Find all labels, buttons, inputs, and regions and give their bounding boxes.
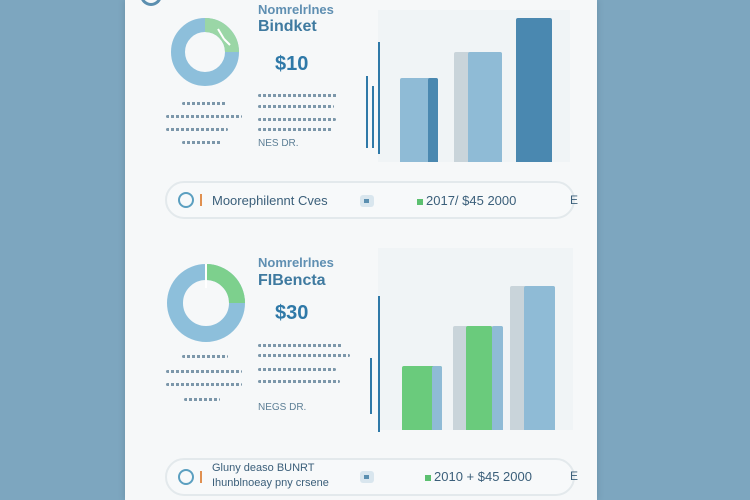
chart-bar xyxy=(466,326,492,430)
detail-line xyxy=(258,368,336,371)
detail-caption: NES DR. xyxy=(258,138,299,149)
axis-tick xyxy=(366,76,368,148)
chart-bar-shade xyxy=(428,78,438,162)
detail-caption: NEGS DR. xyxy=(258,402,307,413)
detail-line xyxy=(258,94,338,97)
chart-bar xyxy=(468,52,502,162)
bar-chart xyxy=(378,248,573,430)
detail-line xyxy=(258,354,350,357)
summary-label: Moorephilennt Cves xyxy=(212,193,328,208)
chart-bar-shade xyxy=(492,326,503,430)
status-dot-icon xyxy=(425,475,431,481)
detail-line xyxy=(258,105,334,108)
bar-chart xyxy=(378,10,570,162)
chart-bar-shade xyxy=(432,366,442,430)
separator xyxy=(200,194,202,206)
donut-chart-icon xyxy=(171,18,239,86)
end-mark: E xyxy=(570,469,579,483)
legend-line xyxy=(166,370,242,373)
summary-value: 2017/ $45 2000 xyxy=(426,193,517,208)
calendar-icon[interactable] xyxy=(360,471,374,483)
legend-line xyxy=(166,115,242,118)
legend-line xyxy=(182,355,228,358)
location-icon xyxy=(178,192,194,208)
detail-line xyxy=(258,118,336,121)
separator xyxy=(200,471,202,483)
legend-line xyxy=(166,128,228,131)
legend-line xyxy=(182,141,222,144)
axis-tick xyxy=(372,86,374,148)
amount-value: $10 xyxy=(275,53,309,75)
card-subtitle: FIBencta xyxy=(258,272,326,289)
card-subtitle: Bindket xyxy=(258,18,317,35)
summary-label-line1: Gluny deaso BUNRT xyxy=(212,462,315,474)
amount-value: $30 xyxy=(275,302,309,324)
legend-line xyxy=(184,398,220,401)
legend-line xyxy=(182,102,226,105)
status-dot-icon xyxy=(417,199,423,205)
detail-line xyxy=(258,344,342,347)
axis-tick xyxy=(370,358,372,414)
location-icon xyxy=(178,469,194,485)
summary-label-line2: Ihunblnoeay pny crsene xyxy=(212,477,329,489)
card-title: Nomrelrlnes xyxy=(258,2,334,17)
calendar-icon[interactable] xyxy=(360,195,374,207)
card-title: Nomrelrlnes xyxy=(258,255,334,270)
summary-value: 2010 + $45 2000 xyxy=(434,469,532,484)
axis-line xyxy=(378,42,380,154)
legend-line xyxy=(166,383,242,386)
detail-line xyxy=(258,128,332,131)
detail-line xyxy=(258,380,340,383)
axis-line xyxy=(378,296,380,432)
chart-bar xyxy=(524,286,555,430)
chart-bar xyxy=(516,18,552,162)
end-mark: E xyxy=(570,193,579,207)
donut-chart-icon xyxy=(167,264,245,342)
